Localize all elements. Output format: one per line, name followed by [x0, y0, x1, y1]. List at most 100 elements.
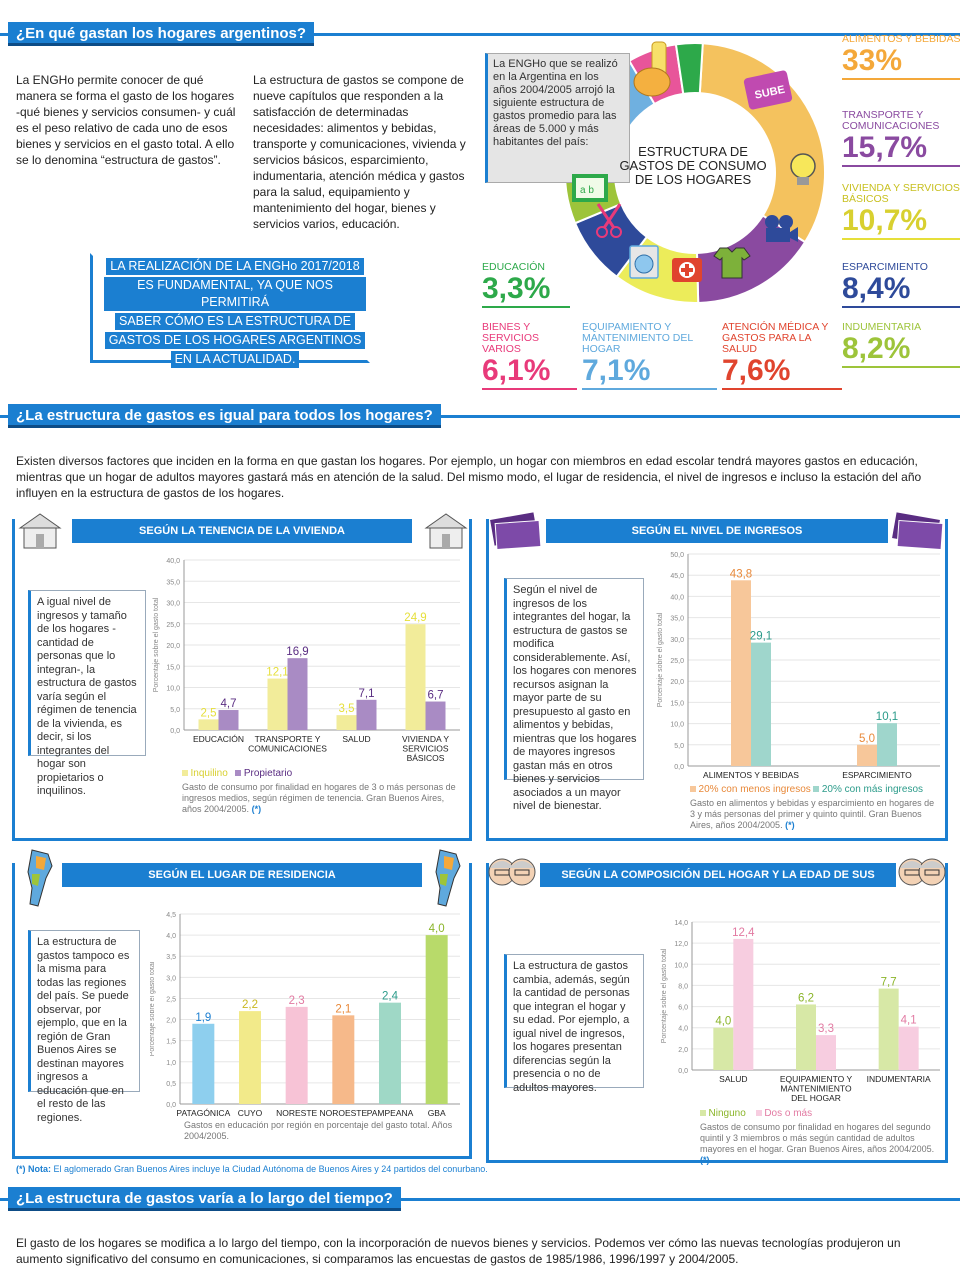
callout-line: LA REALIZACIÓN DE LA ENGHo 2017/2018	[106, 258, 364, 275]
legend-swatch	[235, 770, 242, 776]
callout-line: ES FUNDAMENTAL, YA QUE NOS PERMITIRÁ	[104, 277, 366, 311]
category-value: 6,1%	[482, 354, 551, 387]
x-tick-label: PAMPEANA	[367, 1108, 414, 1118]
category-label: ALIMENTOS Y BEBIDAS	[842, 33, 960, 45]
footnote-label: (*) Nota:	[16, 1164, 51, 1174]
bar	[287, 658, 308, 730]
callout: LA REALIZACIÓN DE LA ENGHo 2017/2018 ES …	[104, 258, 366, 370]
caption-text: Gasto en alimentos y bebidas y esparcimi…	[690, 798, 935, 830]
notebook-icon: a b	[572, 174, 608, 202]
chart-ingresos: Porcentaje sobre el gasto total0,05,010,…	[657, 552, 940, 780]
x-tick-label: INDUMENTARIA	[867, 1074, 931, 1084]
y-tick-label: 50,0	[670, 552, 684, 559]
y-tick-label: 14,0	[674, 920, 688, 927]
section-title-3: ¿La estructura de gastos varía a lo larg…	[8, 1187, 401, 1211]
y-tick-label: 6,0	[678, 1005, 688, 1012]
bar	[425, 935, 448, 1104]
category-rule	[722, 388, 842, 390]
bar	[356, 699, 377, 730]
x-tick-label: TRANSPORTE Y	[255, 734, 321, 744]
category-value: 7,1%	[582, 354, 651, 387]
data-label: 3,3	[818, 1023, 834, 1035]
bar	[713, 1027, 734, 1070]
category-rule	[582, 388, 717, 390]
category-label: EQUIPAMIENTO Y MANTENIMIENTO DEL HOGAR	[582, 321, 693, 355]
panel-ingresos	[486, 519, 948, 841]
category-value: 15,7%	[842, 131, 928, 164]
bar	[379, 1002, 401, 1104]
callout-line: GASTOS DE LOS HOGARES ARGENTINOS	[104, 332, 366, 349]
caption-mark: (*)	[251, 804, 262, 814]
legend-label: Inquilino	[190, 768, 228, 779]
panel-1-caption: Gasto de consumo por finalidad en hogare…	[182, 782, 462, 815]
panel-1-description: A igual nivel de ingresos y tamaño de lo…	[28, 590, 146, 797]
data-label: 16,9	[286, 646, 308, 658]
y-tick-label: 25,0	[670, 658, 684, 665]
y-tick-label: 25,0	[166, 622, 180, 629]
donut-center-title: ESTRUCTURA DE GASTOS DE CONSUMO DE LOS H…	[619, 144, 767, 187]
panel-tenencia	[12, 519, 472, 841]
category-label: INDUMENTARIA	[842, 321, 922, 333]
lightbulb-icon	[790, 153, 816, 185]
y-tick-label: 2,0	[678, 1047, 688, 1054]
panel-composicion	[486, 863, 948, 1163]
y-tick-label: 40,0	[166, 558, 180, 565]
category-rule	[842, 78, 960, 80]
y-tick-label: 0,0	[166, 1102, 176, 1109]
film-camera-icon	[765, 215, 798, 242]
caption-mark: (*)	[785, 820, 795, 830]
category-label: ESPARCIMIENTO	[842, 261, 928, 273]
x-tick-label: MANTENIMIENTO	[780, 1084, 852, 1094]
y-tick-label: 30,0	[166, 601, 180, 608]
data-label: 4,0	[429, 923, 445, 935]
data-label: 24,9	[404, 612, 426, 624]
data-label: 43,8	[730, 568, 752, 580]
y-tick-label: 20,0	[166, 643, 180, 650]
y-axis-label: Porcentaje sobre el gasto total	[661, 948, 668, 1043]
data-label: 4,7	[221, 698, 237, 710]
panel-2-legend: 20% con menos ingresos 20% con más ingre…	[690, 784, 940, 795]
category-rule	[482, 388, 577, 390]
data-label: 10,1	[876, 711, 898, 723]
y-tick-label: 1,0	[166, 1060, 176, 1067]
category-educacion: EDUCACIÓN 3,3%	[482, 262, 570, 308]
bar	[878, 988, 899, 1070]
y-tick-label: 15,0	[670, 700, 684, 707]
section-3-paragraph: El gasto de los hogares se modifica a lo…	[16, 1236, 901, 1266]
section-header-3: ¿La estructura de gastos varía a lo larg…	[0, 1187, 960, 1211]
house-icon	[18, 513, 62, 549]
chart-composicion: Porcentaje sobre el gasto total 0,0 2,0 4,0…	[661, 920, 940, 1103]
section-title-1: ¿En qué gastan los hogares argentinos?	[8, 22, 315, 46]
y-tick-label: 4,0	[678, 1026, 688, 1033]
chart-tenencia: Porcentaje sobre el gasto total 0,0 5,0 10,…	[153, 558, 460, 763]
legend-label: 20% con menos ingresos	[698, 784, 811, 795]
caption-text: Gastos de consumo por finalidad en hogar…	[700, 1122, 935, 1154]
bar	[267, 678, 288, 730]
category-value: 7,6%	[722, 354, 791, 387]
x-tick-label: ESPARCIMIENTO	[842, 770, 912, 780]
category-equipamiento: EQUIPAMIENTO Y MANTENIMIENTO DEL HOGAR 7…	[582, 322, 717, 390]
bar	[285, 1006, 308, 1104]
sube-card-icon: SUBE	[743, 70, 793, 110]
y-tick-label: 40,0	[670, 594, 684, 601]
category-label: EDUCACIÓN	[482, 261, 546, 273]
category-rule	[842, 306, 960, 308]
banknotes-icon	[892, 512, 944, 551]
header-rule	[0, 415, 960, 418]
category-transporte: TRANSPORTE Y COMUNICACIONES 15,7%	[842, 110, 960, 167]
panel-4-description: La estructura de gastos cambia, además, …	[504, 954, 644, 1094]
intro-paragraph-1: La ENGHo permite conocer de qué manera s…	[16, 73, 236, 167]
legend-label: Propietario	[243, 768, 293, 779]
y-tick-label: 15,0	[166, 664, 180, 671]
category-label: BIENES Y SERVICIOS VARIOS	[482, 321, 539, 355]
bar	[796, 1004, 816, 1070]
chicken-bottle-icon	[633, 41, 671, 97]
x-tick-label: DEL HOGAR	[791, 1093, 841, 1103]
bar	[198, 719, 219, 730]
y-tick-label: 4,0	[166, 933, 176, 940]
panel-4-legend: Ninguno Dos o más	[700, 1108, 940, 1119]
x-tick-label: CUYO	[238, 1108, 263, 1118]
bar	[332, 1015, 355, 1104]
data-label: 29,1	[750, 631, 772, 643]
panel-header: SEGÚN EL LUGAR DE RESIDENCIA	[62, 863, 422, 887]
